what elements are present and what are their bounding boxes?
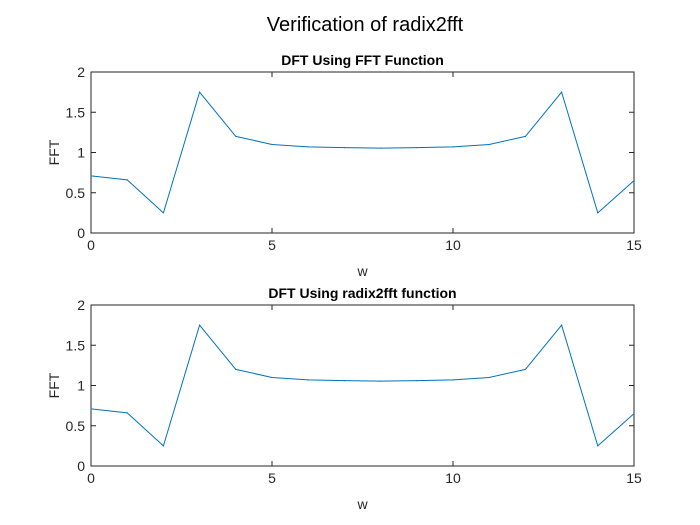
y-axis-label: FFT — [46, 372, 62, 398]
data-point — [452, 146, 454, 148]
data-point — [416, 147, 418, 149]
data-point — [199, 324, 201, 326]
data-point — [126, 412, 128, 414]
x-tick-label: 15 — [626, 237, 642, 253]
figure-title: Verification of radix2fft — [267, 14, 464, 36]
data-point — [597, 445, 599, 447]
x-tick-label: 10 — [445, 470, 461, 486]
data-point — [199, 91, 201, 93]
data-point — [524, 135, 527, 137]
y-tick-label: 0 — [77, 225, 85, 241]
plot-area-frame — [90, 71, 635, 234]
data-point — [416, 380, 418, 382]
data-point — [633, 413, 635, 415]
data-point — [488, 143, 490, 146]
y-tick-label: 0.5 — [66, 185, 86, 201]
data-point — [307, 146, 309, 148]
y-tick-label: 1.5 — [66, 337, 86, 353]
data-point — [343, 147, 345, 149]
plot-area-frame — [90, 304, 635, 467]
x-tick-label: 5 — [268, 237, 276, 253]
data-point — [235, 135, 237, 137]
data-point — [524, 368, 527, 370]
series-line — [90, 324, 635, 447]
x-axis-label: w — [356, 496, 368, 512]
data-point — [561, 91, 563, 93]
data-point — [343, 380, 345, 382]
y-tick-label: 1.5 — [66, 104, 86, 120]
data-point — [488, 376, 490, 379]
x-tick-label: 0 — [87, 470, 95, 486]
data-point — [380, 147, 382, 149]
x-tick-label: 0 — [87, 237, 95, 253]
data-point — [235, 368, 237, 370]
data-point — [561, 324, 563, 326]
data-point — [90, 175, 92, 177]
y-axis-label: FFT — [46, 139, 62, 165]
y-tick-label: 2 — [77, 297, 85, 313]
data-point — [633, 180, 635, 182]
data-point — [271, 143, 273, 146]
series-line — [90, 91, 635, 214]
subplot-1: 0 5 10 15 0 0.5 1 1.5 2 DFT Using FFT Function w FF… — [46, 52, 642, 279]
subplot-2: 0 5 10 15 0 0.5 1 1.5 2 DFT Using radix2fft funct… — [46, 285, 642, 512]
data-point — [452, 379, 454, 381]
data-point — [126, 179, 128, 181]
data-point — [162, 445, 164, 447]
y-tick-label: 2 — [77, 64, 85, 80]
x-tick-label: 5 — [268, 470, 276, 486]
subplot-title: DFT Using radix2fft function — [268, 285, 456, 301]
data-point — [380, 380, 382, 382]
data-point — [162, 212, 164, 214]
x-tick-label: 15 — [626, 470, 642, 486]
y-tick-label: 1 — [77, 145, 85, 161]
data-point — [307, 379, 309, 381]
y-tick-label: 0.5 — [66, 418, 86, 434]
subplot-title: DFT Using FFT Function — [281, 52, 444, 68]
data-point — [90, 408, 92, 410]
data-point — [597, 212, 599, 214]
y-tick-label: 1 — [77, 378, 85, 394]
x-tick-label: 10 — [445, 237, 461, 253]
x-axis-label: w — [356, 263, 368, 279]
data-point — [271, 376, 273, 379]
y-tick-label: 0 — [77, 458, 85, 474]
